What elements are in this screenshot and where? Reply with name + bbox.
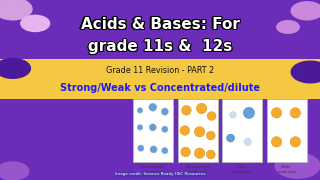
Text: grade 11s &  12s: grade 11s & 12s — [89, 39, 233, 54]
Text: Acids & Bases: For: Acids & Bases: For — [82, 17, 241, 32]
Bar — [0, 59, 320, 99]
Circle shape — [0, 162, 29, 180]
Ellipse shape — [137, 125, 143, 130]
Ellipse shape — [206, 150, 215, 159]
Text: grade 11s &  12s: grade 11s & 12s — [87, 39, 231, 54]
Ellipse shape — [149, 103, 157, 111]
Ellipse shape — [162, 126, 168, 132]
Ellipse shape — [181, 147, 190, 157]
Circle shape — [21, 15, 50, 31]
Text: grade 11s &  12s: grade 11s & 12s — [89, 40, 233, 55]
Text: grade 11s &  12s: grade 11s & 12s — [87, 39, 231, 54]
FancyBboxPatch shape — [178, 99, 218, 162]
FancyBboxPatch shape — [222, 99, 262, 162]
Text: Dilute
weak acid: Dilute weak acid — [278, 165, 295, 174]
Ellipse shape — [150, 146, 157, 153]
Ellipse shape — [290, 108, 300, 118]
Circle shape — [291, 61, 320, 83]
Circle shape — [277, 21, 299, 33]
Ellipse shape — [207, 112, 216, 120]
Circle shape — [291, 2, 320, 20]
Text: grade 11s &  12s: grade 11s & 12s — [87, 40, 231, 55]
Ellipse shape — [244, 138, 252, 145]
Ellipse shape — [149, 124, 156, 131]
Text: Acids & Bases: For: Acids & Bases: For — [81, 18, 239, 33]
Text: Acids & Bases: For: Acids & Bases: For — [79, 17, 238, 32]
Ellipse shape — [206, 131, 215, 140]
Text: Image credit: Science Ready HSC Resources: Image credit: Science Ready HSC Resource… — [115, 172, 205, 176]
Ellipse shape — [162, 147, 168, 154]
Text: Grade 11 Revision - PART 2: Grade 11 Revision - PART 2 — [106, 66, 214, 75]
Ellipse shape — [290, 137, 300, 147]
Circle shape — [0, 58, 30, 78]
Text: Acids & Bases: For: Acids & Bases: For — [81, 16, 239, 31]
Text: Acids & Bases: For: Acids & Bases: For — [82, 17, 240, 33]
Ellipse shape — [161, 108, 168, 115]
Circle shape — [0, 0, 32, 20]
Ellipse shape — [271, 108, 282, 118]
Text: grade 11s &  12s: grade 11s & 12s — [88, 40, 232, 55]
FancyBboxPatch shape — [267, 99, 307, 162]
Text: grade 11s &  12s: grade 11s & 12s — [88, 39, 232, 54]
Ellipse shape — [243, 107, 255, 118]
FancyBboxPatch shape — [133, 99, 173, 162]
Circle shape — [275, 153, 320, 178]
Text: Acids & Bases: For: Acids & Bases: For — [80, 17, 238, 33]
Ellipse shape — [227, 134, 235, 142]
Ellipse shape — [137, 107, 143, 113]
Text: Acids & Bases: For: Acids & Bases: For — [81, 17, 239, 32]
Text: Concentrated
weak acid: Concentrated weak acid — [186, 165, 210, 174]
Ellipse shape — [271, 137, 282, 147]
Text: grade 11s &  12s: grade 11s & 12s — [88, 38, 232, 53]
Text: Acids & Bases: For: Acids & Bases: For — [82, 16, 240, 31]
Ellipse shape — [230, 112, 236, 118]
Ellipse shape — [195, 148, 205, 158]
Text: Dilute
strong acid: Dilute strong acid — [232, 165, 252, 174]
Ellipse shape — [195, 127, 205, 137]
Ellipse shape — [196, 103, 207, 114]
Text: Strong/Weak vs Concentrated/dilute: Strong/Weak vs Concentrated/dilute — [60, 83, 260, 93]
Text: Acids & Bases: For: Acids & Bases: For — [80, 16, 238, 31]
Text: grade 11s &  12s: grade 11s & 12s — [89, 39, 233, 54]
Ellipse shape — [138, 145, 144, 151]
Ellipse shape — [180, 126, 190, 135]
Text: Concentrated
strong acid: Concentrated strong acid — [141, 165, 165, 174]
Ellipse shape — [182, 105, 191, 115]
